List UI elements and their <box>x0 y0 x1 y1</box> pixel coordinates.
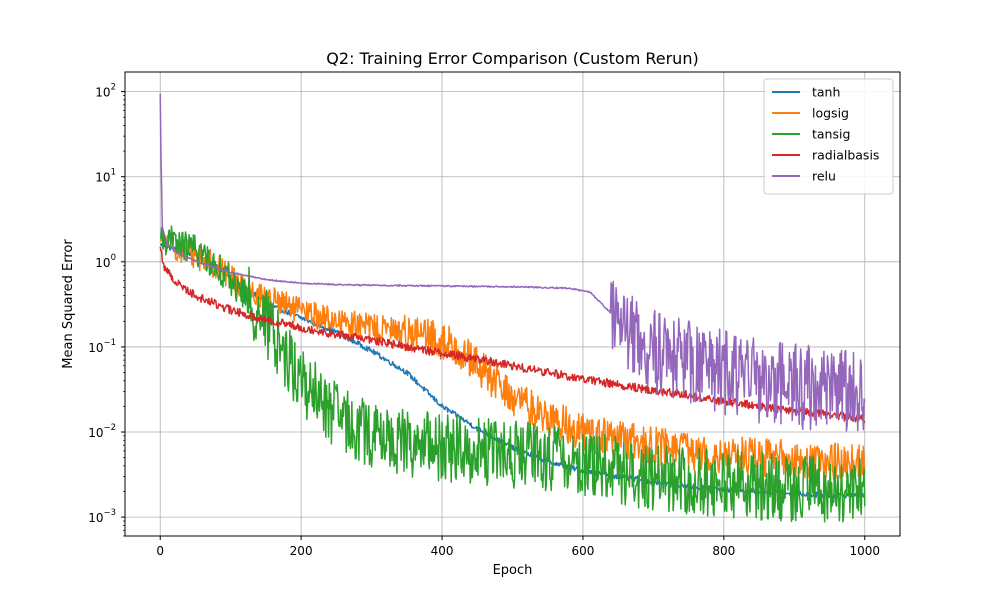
legend-entry: relu <box>812 169 836 184</box>
y-tick-label: 10−2 <box>88 423 116 440</box>
y-tick-exponent: 0 <box>111 253 116 263</box>
y-tick-base: 10 <box>88 341 103 355</box>
legend-entry: radialbasis <box>812 148 879 163</box>
y-tick-base: 10 <box>88 511 103 525</box>
y-tick-exponent: 1 <box>111 168 116 178</box>
y-tick-label: 100 <box>95 253 116 270</box>
series-line-relu <box>159 93 866 432</box>
x-tick-label: 800 <box>712 544 735 558</box>
y-axis-label: Mean Squared Error <box>61 239 76 369</box>
x-tick-label: 600 <box>572 544 595 558</box>
legend-box <box>763 78 894 195</box>
x-tick-label: 1000 <box>849 544 880 558</box>
series-line-tansig <box>160 225 866 523</box>
y-tick-label: 102 <box>95 83 116 100</box>
y-tick-label: 10−3 <box>88 508 116 525</box>
chart-title: Q2: Training Error Comparison (Custom Re… <box>326 49 698 68</box>
y-tick-base: 10 <box>95 171 110 185</box>
legend: tanh logsig tansig radialbasis relu <box>763 78 894 195</box>
x-tick-label: 0 <box>156 544 164 558</box>
y-tick-label: 10−1 <box>88 338 116 355</box>
series-layer <box>159 93 866 523</box>
y-tick-exponent: −3 <box>103 508 116 518</box>
x-axis: 0 200 400 600 800 1000 <box>156 536 880 558</box>
y-tick-exponent: −2 <box>103 423 116 433</box>
y-tick-exponent: −1 <box>103 338 116 348</box>
y-tick-exponent: 2 <box>111 83 116 93</box>
legend-entry: tansig <box>812 127 850 142</box>
legend-entry: logsig <box>812 106 849 121</box>
series-line-logsig <box>159 228 866 483</box>
y-tick-base: 10 <box>95 86 110 100</box>
series-line-radialbasis <box>159 246 866 424</box>
plot-frame <box>124 71 901 537</box>
x-axis-label: Epoch <box>493 563 533 578</box>
legend-entry: tanh <box>812 85 840 100</box>
y-tick-base: 10 <box>95 256 110 270</box>
y-tick-label: 101 <box>95 168 116 185</box>
x-tick-label: 200 <box>290 544 313 558</box>
x-tick-label: 400 <box>431 544 454 558</box>
y-tick-base: 10 <box>88 426 103 440</box>
